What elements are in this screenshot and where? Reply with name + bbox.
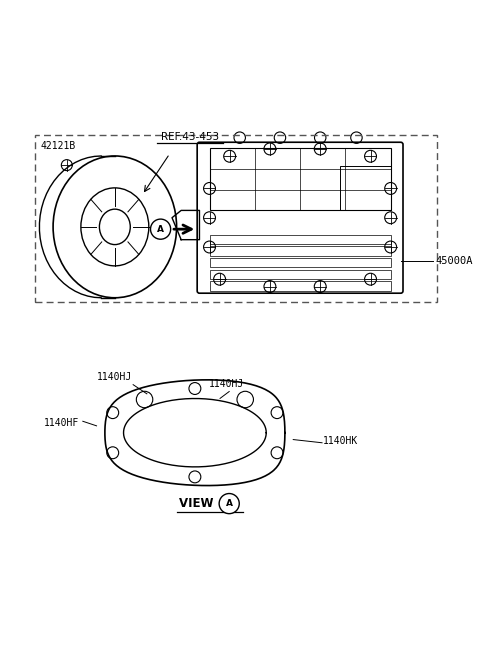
Circle shape [219, 493, 239, 514]
Bar [210, 246, 391, 256]
Text: 45000A: 45000A [435, 256, 472, 266]
Text: 1140HK: 1140HK [323, 436, 358, 446]
Text: A: A [157, 225, 164, 234]
Text: VIEW: VIEW [179, 497, 218, 510]
Bar [340, 166, 391, 210]
Text: 1140HJ: 1140HJ [209, 379, 244, 389]
Bar [35, 136, 437, 303]
Text: 1140HJ: 1140HJ [96, 372, 132, 382]
Bar [210, 282, 391, 291]
Circle shape [151, 219, 171, 239]
Text: REF.43-453: REF.43-453 [161, 132, 219, 142]
Text: A: A [226, 499, 233, 508]
Text: 1140HF: 1140HF [44, 418, 79, 428]
Bar [210, 148, 391, 210]
Bar [210, 258, 391, 267]
Text: 42121B: 42121B [40, 141, 75, 151]
Bar [210, 270, 391, 279]
Bar [210, 234, 391, 244]
